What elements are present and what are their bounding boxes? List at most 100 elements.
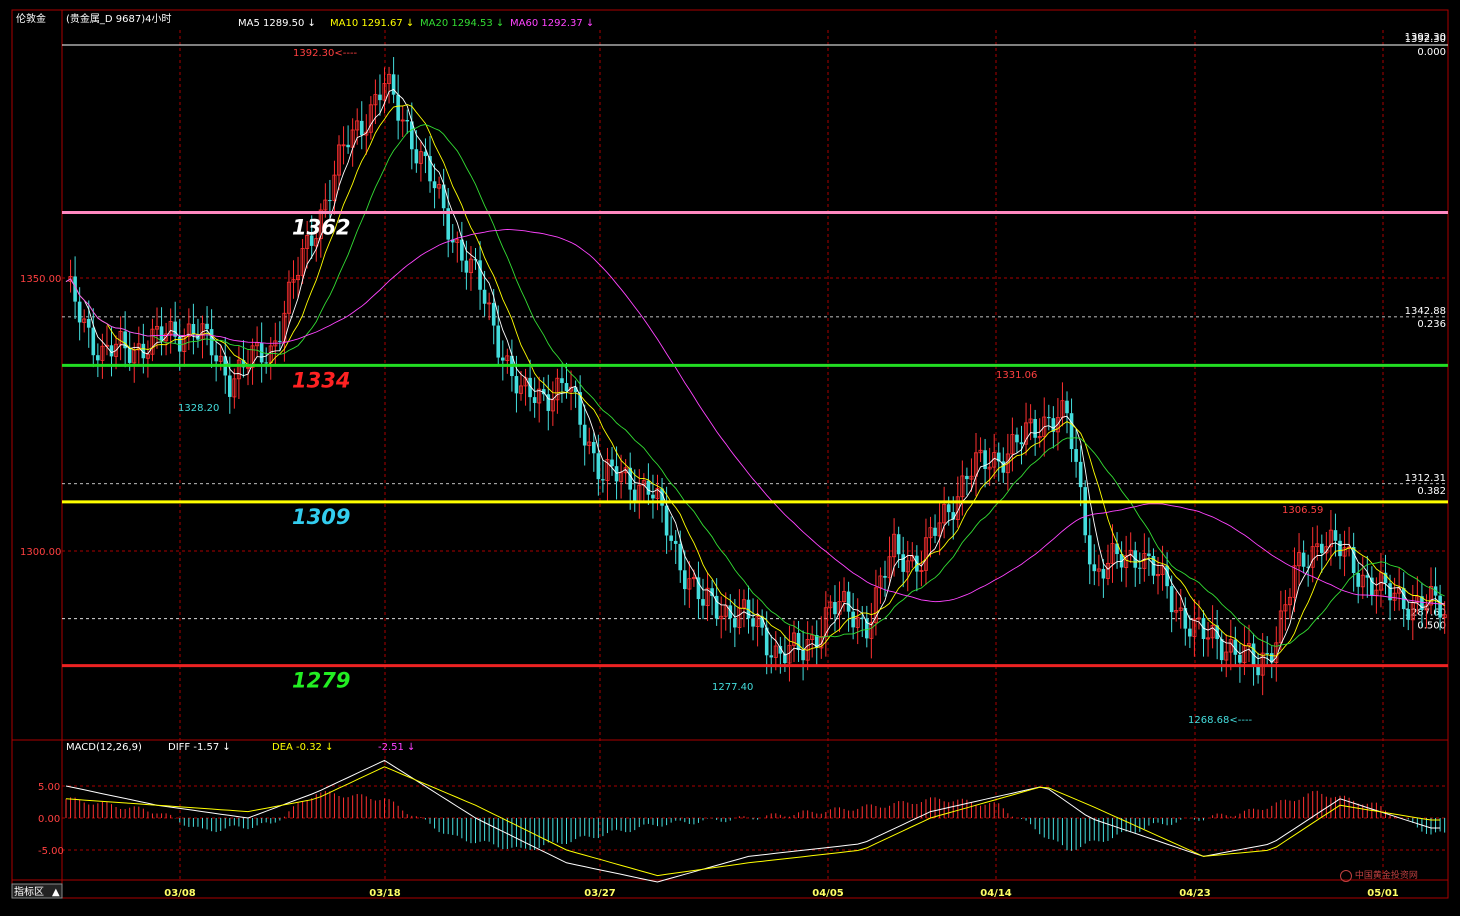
candle-body-165 <box>814 634 819 648</box>
candle-body-242 <box>1165 565 1169 587</box>
candle-body-254 <box>1219 639 1224 661</box>
candle-body-212 <box>1028 418 1033 424</box>
candle-body-83 <box>441 184 446 209</box>
candle-body-197 <box>960 475 965 498</box>
macd-diff: DIFF -1.57 ↓ <box>168 742 231 753</box>
candle-body-279 <box>1333 530 1338 541</box>
candle-body-135 <box>678 543 683 571</box>
ma60-line <box>65 228 1445 605</box>
candle-body-141 <box>705 587 710 607</box>
candle-body-119 <box>605 459 610 481</box>
candle-body-130 <box>655 488 660 499</box>
candle-body-59 <box>332 174 337 201</box>
candle-body-85 <box>450 239 455 243</box>
candle-body-264 <box>1265 653 1269 655</box>
candle-body-129 <box>651 494 655 499</box>
candle-body-23 <box>168 321 173 335</box>
candle-body-275 <box>1315 543 1320 548</box>
candle-body-113 <box>578 392 582 425</box>
candle-body-152 <box>755 616 760 627</box>
y-tick-1300: 1300.00 <box>20 547 61 558</box>
level-label-1309: 1309 <box>292 505 350 529</box>
candle-body-243 <box>1169 586 1174 613</box>
candle-body-106 <box>546 394 551 411</box>
watermark-logo-icon <box>1340 869 1352 882</box>
candle-body-170 <box>837 601 842 615</box>
candle-body-175 <box>860 617 865 619</box>
candle-body-290 <box>1383 572 1388 584</box>
candle-body-28 <box>191 323 196 335</box>
ma20-line <box>65 124 1445 647</box>
candle-body-278 <box>1328 529 1333 548</box>
candle-body-91 <box>478 260 482 290</box>
level-label-1362: 1362 <box>292 215 350 239</box>
candle-body-57 <box>323 199 328 211</box>
candle-body-222 <box>1074 449 1078 462</box>
candle-body-238 <box>1147 553 1151 556</box>
fib-ratio-2: 0.382 <box>1417 486 1446 497</box>
candle-body-47 <box>278 340 282 342</box>
x-tick-3: 04/05 <box>812 888 844 899</box>
candle-body-162 <box>801 650 805 661</box>
candle-body-84 <box>446 208 450 240</box>
candle-body-5 <box>86 318 91 328</box>
candle-body-188 <box>919 569 924 572</box>
candle-body-187 <box>915 555 919 572</box>
candle-body-76 <box>410 121 414 150</box>
candle-body-267 <box>1278 610 1283 644</box>
candle-body-218 <box>1055 417 1060 433</box>
candle-body-120 <box>610 459 614 467</box>
candle-body-173 <box>851 611 855 628</box>
x-tick-4: 04/14 <box>980 888 1012 899</box>
candle-body-8 <box>100 345 105 361</box>
candle-body-134 <box>673 540 678 544</box>
candle-body-4 <box>82 318 87 323</box>
candle-body-168 <box>828 601 833 609</box>
candle-body-78 <box>418 151 423 164</box>
candle-body-265 <box>1269 653 1274 663</box>
candle-body-65 <box>359 120 364 136</box>
macd-diff-line <box>65 759 1441 883</box>
candle-body-82 <box>437 184 442 189</box>
candle-body-3 <box>77 301 82 323</box>
candle-body-37 <box>232 378 237 398</box>
candle-body-6 <box>91 327 96 356</box>
y-tick-1350: 1350.00 <box>20 274 61 285</box>
candle-body-131 <box>660 488 664 506</box>
candle-body-216 <box>1047 417 1051 419</box>
macd-ytick-0: 5.00 <box>38 782 60 793</box>
candle-body-137 <box>687 578 692 590</box>
candle-body-41 <box>250 345 255 368</box>
candle-body-193 <box>942 503 947 524</box>
candle-body-270 <box>1292 565 1297 598</box>
candle-body-24 <box>173 321 177 337</box>
candle-body-226 <box>1092 564 1097 572</box>
candle-body-211 <box>1024 422 1029 445</box>
candle-body-53 <box>305 235 310 249</box>
x-tick-0: 03/08 <box>164 888 196 899</box>
candle-body-114 <box>582 424 587 446</box>
candle-body-295 <box>1406 609 1411 620</box>
candle-body-191 <box>933 527 937 536</box>
candle-body-80 <box>428 156 432 182</box>
candle-body-274 <box>1310 546 1315 568</box>
candle-body-231 <box>1115 543 1119 555</box>
candle-body-230 <box>1110 543 1115 564</box>
candle-body-239 <box>1151 555 1156 576</box>
candle-body-49 <box>286 281 291 314</box>
candle-body-121 <box>614 466 619 482</box>
low-label-3: 1268.68<---- <box>1188 715 1253 726</box>
indicator-tab-label[interactable]: 指标区 <box>14 885 44 898</box>
outer-frame <box>11 9 1449 899</box>
candle-body-262 <box>1256 666 1260 676</box>
candle-body-108 <box>555 377 560 401</box>
candle-body-136 <box>683 570 687 590</box>
candle-body-181 <box>887 556 892 579</box>
macd-dea: DEA -0.32 ↓ <box>272 742 333 753</box>
fib-price-2: 1312.31 <box>1405 473 1446 484</box>
candle-body-268 <box>1283 604 1288 612</box>
candle-body-210 <box>1019 442 1024 445</box>
candle-body-227 <box>1096 568 1101 572</box>
